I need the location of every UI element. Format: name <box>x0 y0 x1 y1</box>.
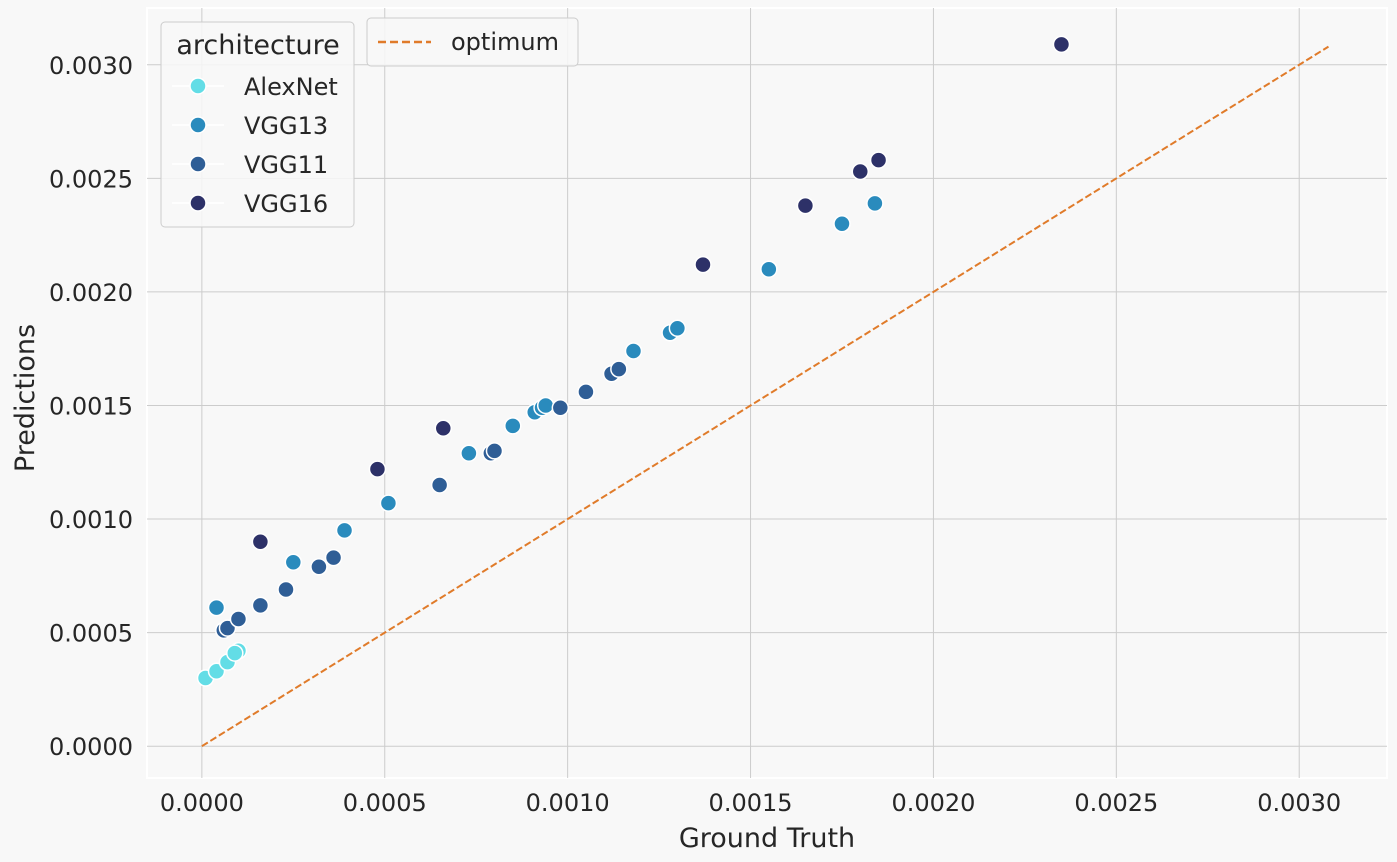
y-tick-label: 0.0000 <box>49 733 133 761</box>
point-vgg16 <box>694 255 712 274</box>
legend-marker-vgg16 <box>189 194 207 212</box>
legend-marker-alexnet <box>189 77 207 95</box>
x-tick-labels: 0.0000 0.0005 0.0010 0.0015 0.0020 0.0025 0.00… <box>160 789 1341 817</box>
point-vgg13 <box>207 598 226 617</box>
point-vgg13 <box>833 215 851 233</box>
point-vgg11 <box>610 360 628 378</box>
point-vgg11 <box>251 596 270 615</box>
point-vgg13 <box>866 194 884 213</box>
y-axis-label: Predictions <box>10 324 41 472</box>
x-tick-label: 0.0005 <box>343 789 427 817</box>
legend-label-vgg11: VGG11 <box>244 151 328 179</box>
point-vgg16 <box>851 162 870 181</box>
grid-lines <box>147 8 1387 778</box>
point-vgg13 <box>668 319 687 338</box>
optimum-line-layer <box>201 45 1330 748</box>
x-tick-label: 0.0030 <box>1257 789 1341 817</box>
point-vgg13 <box>284 553 303 571</box>
point-alexnet <box>226 644 244 662</box>
point-vgg11 <box>430 476 449 494</box>
y-tick-label: 0.0005 <box>49 620 133 648</box>
optimum-legend-label: optimum <box>451 28 559 56</box>
optimum-line <box>201 45 1330 748</box>
legend-entries: AlexNet VGG13 VGG11 VGG16 <box>172 73 338 218</box>
x-tick-label: 0.0015 <box>709 789 793 817</box>
x-tick-label: 0.0025 <box>1074 789 1158 817</box>
point-vgg13 <box>760 260 778 278</box>
y-tick-label: 0.0025 <box>49 165 133 193</box>
y-tick-labels: 0.0000 0.0005 0.0010 0.0015 0.0020 0.0025 0.00… <box>49 52 133 761</box>
point-vgg13 <box>536 396 555 415</box>
y-tick-label: 0.0015 <box>49 392 133 420</box>
x-tick-label: 0.0010 <box>526 789 610 817</box>
data-points <box>196 35 1071 687</box>
point-vgg11 <box>277 580 295 599</box>
point-vgg13 <box>460 444 478 462</box>
legend-label-vgg16: VGG16 <box>244 190 328 218</box>
point-vgg16 <box>251 533 270 551</box>
point-vgg13 <box>379 494 398 512</box>
point-vgg16 <box>434 419 453 437</box>
y-tick-label: 0.0020 <box>49 279 133 307</box>
legend-label-vgg13: VGG13 <box>244 112 328 140</box>
x-tick-label: 0.0020 <box>891 789 975 817</box>
point-vgg16 <box>869 151 888 169</box>
point-vgg11 <box>577 383 595 401</box>
point-vgg16 <box>796 196 815 215</box>
point-vgg16 <box>368 460 387 478</box>
y-tick-label: 0.0030 <box>49 52 133 80</box>
point-vgg11 <box>229 610 248 628</box>
point-vgg13 <box>335 521 354 540</box>
optimum-legend-box <box>366 17 579 67</box>
point-vgg11 <box>310 558 328 576</box>
legend-box <box>160 21 355 228</box>
point-vgg11 <box>324 548 343 567</box>
y-tick-label: 0.0010 <box>49 506 133 534</box>
point-vgg13 <box>624 342 643 360</box>
legend-title: architecture <box>176 30 339 61</box>
legend-marker-vgg11 <box>189 155 207 173</box>
point-vgg11 <box>485 442 504 460</box>
legend-label-alexnet: AlexNet <box>244 73 338 101</box>
x-tick-label: 0.0000 <box>160 789 244 817</box>
x-axis-label: Ground Truth <box>679 823 855 854</box>
point-vgg16 <box>1052 35 1071 54</box>
point-vgg11 <box>551 399 570 417</box>
legend-marker-vgg13 <box>189 116 207 134</box>
point-vgg13 <box>504 417 522 435</box>
optimum-legend: optimum <box>366 17 579 67</box>
architecture-legend: architecture AlexNet VGG13 VGG11 VGG16 <box>160 21 355 228</box>
